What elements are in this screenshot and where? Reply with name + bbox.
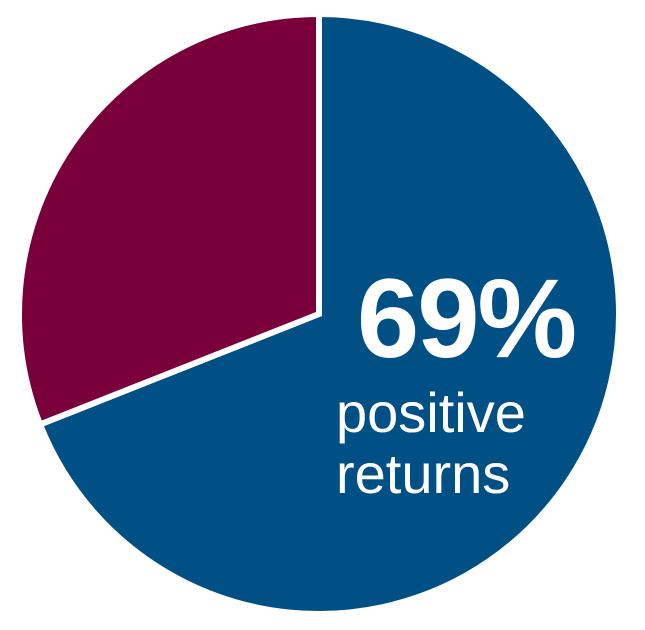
slice-caption-line-1: positive [336,381,526,444]
slice-percent-label: 69% [357,256,575,381]
slice-caption-line-2: returns [336,442,510,505]
pie-slices [16,10,622,617]
pie-labels: 69% positive returns [336,256,577,505]
pie-slice-0 [36,10,622,617]
pie-slice-1 [16,10,322,429]
